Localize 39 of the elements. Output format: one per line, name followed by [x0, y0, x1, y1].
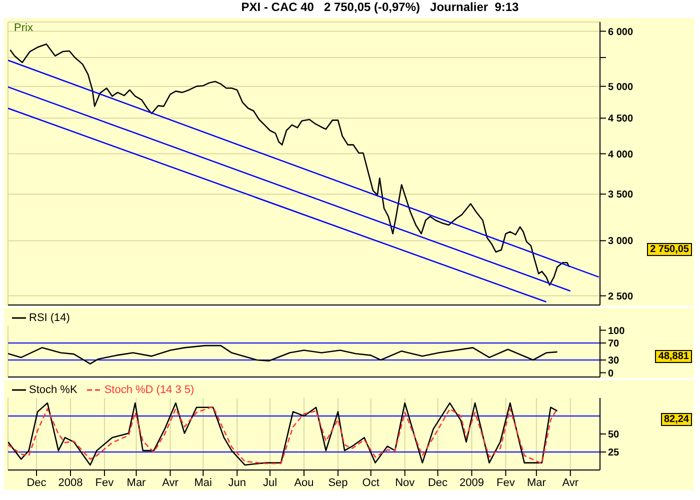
text: 2 750,05: [647, 242, 692, 256]
y-tick-label: 4 500: [608, 114, 634, 125]
x-tick-label: Nov: [395, 476, 416, 489]
chart-title: PXI - CAC 40 2 750,05 (-0,97%) Journalier 9:13: [240, 0, 520, 16]
text: 82,24: [660, 413, 692, 426]
y-tick-label: 6 000: [608, 26, 634, 38]
x-tick-label: Mai: [194, 476, 212, 489]
y-tick-label: 5 000: [608, 82, 634, 93]
x-tick-label: Mar: [126, 476, 146, 489]
text: 48,881: [655, 350, 692, 363]
y-tick-label: 3 500: [608, 190, 634, 201]
x-tick-label: Jun: [228, 476, 246, 489]
y-tick-label: 30: [608, 356, 620, 367]
x-tick-label: Sep: [328, 476, 348, 489]
x-tick-label: Aou: [294, 476, 314, 489]
x-tick-label: Fev: [496, 476, 516, 489]
y-tick-label: 2 500: [608, 291, 634, 302]
y-tick-label: 70: [608, 338, 620, 350]
x-tick-label: Avr: [562, 476, 579, 489]
legend-label: Stoch %D (14 3 5): [104, 384, 194, 396]
line-series: [8, 344, 558, 364]
y-tick-label: 25: [608, 448, 620, 459]
legend-label: Stoch %K: [29, 384, 78, 396]
x-tick-label: Jul: [262, 476, 278, 489]
x-tick-label: 2009: [459, 476, 484, 489]
legend-label: RSI (14): [29, 312, 70, 324]
y-tick-label: 50: [608, 430, 620, 441]
y-tick-label: 3 000: [608, 236, 634, 248]
y-axis-title: Prix: [14, 22, 33, 34]
x-tick-label: Dec: [428, 476, 448, 489]
y-tick-label: 4 000: [608, 149, 634, 160]
y-tick-label: 100: [608, 326, 626, 337]
x-tick-label: Avr: [162, 476, 179, 489]
x-tick-label: 2008: [58, 476, 83, 489]
x-tick-label: Mar: [526, 476, 546, 489]
y-tick-label: 0: [608, 368, 614, 380]
x-tick-label: Dec: [26, 476, 47, 489]
x-tick-label: Oct: [362, 476, 380, 489]
x-tick-label: Fev: [95, 476, 114, 489]
